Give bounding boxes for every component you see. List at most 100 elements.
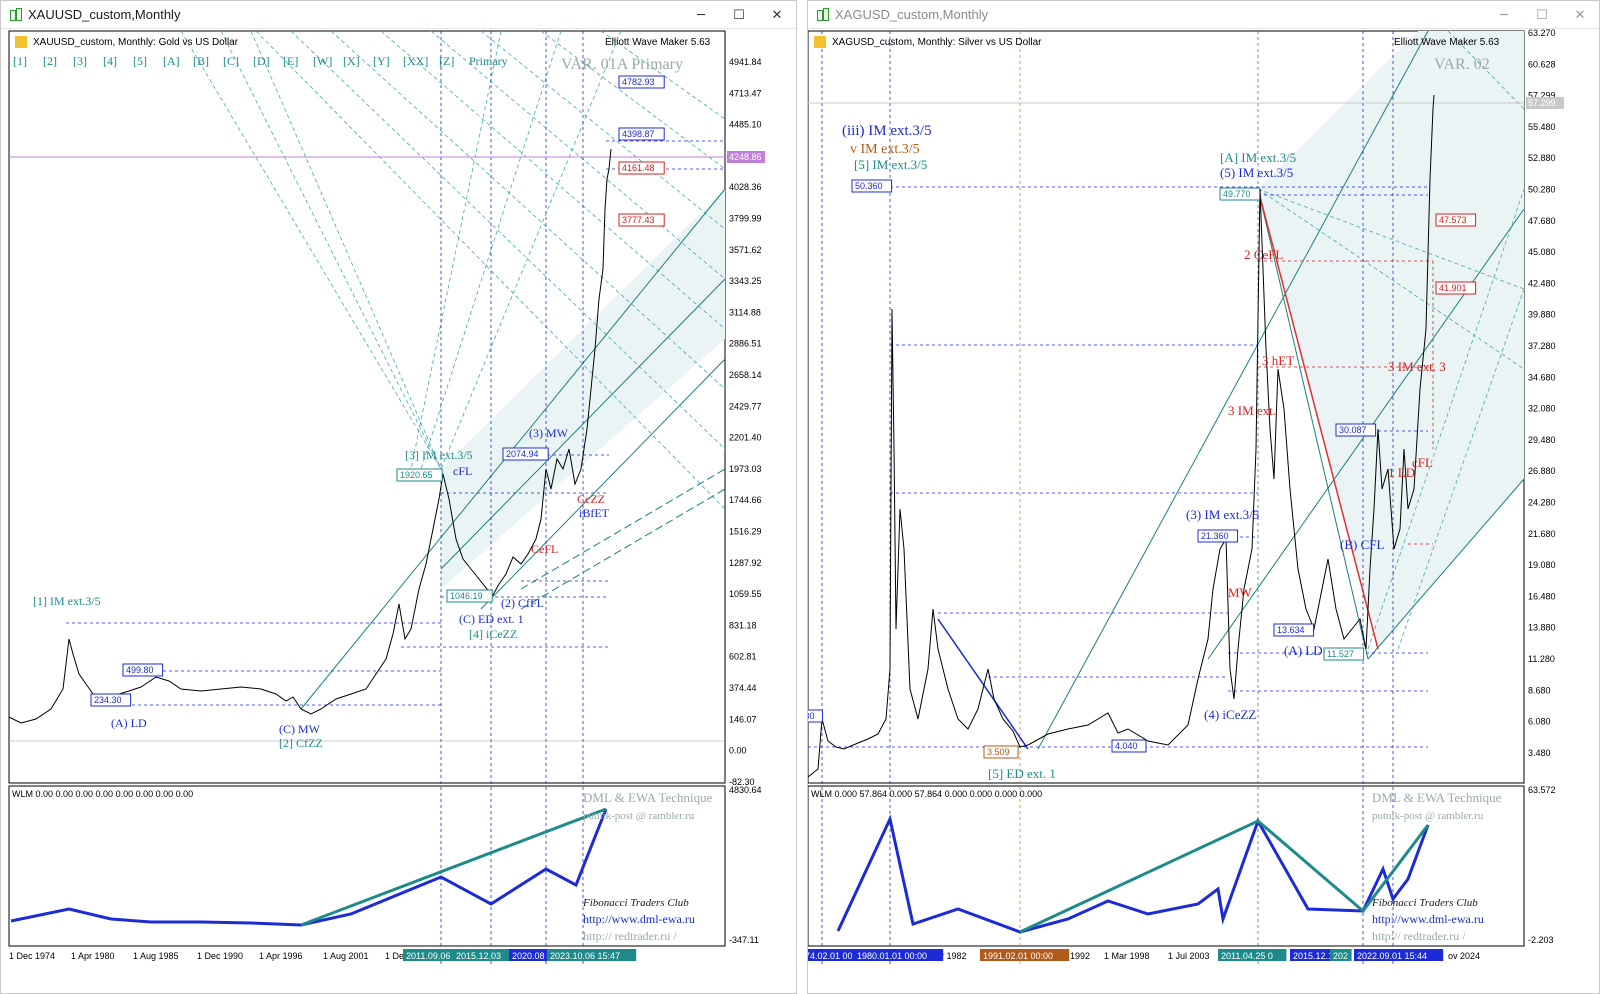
time-axis: 1 Dec 1974 1 Apr 1980 1 Aug 1985 1 Dec 1990… [9, 949, 637, 961]
time-highlight-label: 1980.01.01 00:00 [857, 951, 927, 961]
watermark-line: DML & EWA Technique [583, 790, 713, 805]
time-highlight [1218, 949, 1287, 961]
time-highlight [854, 949, 944, 961]
time-tick-label: 1 Jul 2003 [1168, 951, 1210, 961]
time-tick-label: 1 Mar 1998 [1104, 951, 1150, 961]
price-tick-label: 34.680 [1528, 372, 1556, 382]
price-tick-label: 32.080 [1528, 404, 1556, 414]
wave-label: iBfET [579, 506, 610, 520]
variant-title: VAR. 02 [1434, 56, 1490, 73]
degree-button[interactable]: [E] [283, 54, 298, 68]
maximize-button[interactable]: ☐ [733, 7, 745, 23]
degree-button[interactable]: [1] [13, 54, 27, 68]
price-tick-label: 4485.10 [729, 120, 762, 130]
degree-button[interactable]: Primary [469, 54, 508, 68]
wave-label: [5] ED ext. 1 [988, 766, 1056, 781]
minimize-button[interactable]: ─ [697, 7, 705, 23]
price-box-label: 3.509 [987, 747, 1010, 757]
time-highlight [403, 949, 461, 961]
price-box-label: 47.573 [1439, 215, 1467, 225]
minimize-button[interactable]: ─ [1500, 7, 1508, 23]
time-highlight-label: 1974.02.01 00 [808, 951, 853, 961]
degree-button[interactable]: [X] [343, 54, 360, 68]
degree-button[interactable]: [XX] [403, 54, 428, 68]
window-title: XAUUSD_custom,Monthly [28, 7, 181, 22]
degree-button[interactable]: [C] [223, 54, 239, 68]
price-axis: 63.270 60.628 57.299 55.480 52.880 50.280 47.6… [1528, 29, 1556, 758]
wave-label: [2] CfZZ [279, 736, 323, 750]
watermark-line: putnik-post @ rambler.ru [1372, 810, 1484, 822]
wlm-line [836, 814, 1430, 934]
time-axis: lar 1982 ov 1992 1 Mar 1998 1 Jul 2003 ov 20… [808, 949, 1480, 961]
indicator-name: Elliott Wave Maker 5.63 [605, 37, 711, 48]
degree-button[interactable]: [3] [73, 54, 87, 68]
price-tick-label: 1059.55 [729, 589, 762, 599]
watermark-line: http:// redtrader.ru / [583, 929, 677, 943]
fibonacci-fan [180, 30, 726, 510]
time-highlight [980, 949, 1070, 961]
price-tick-label: 3114.88 [729, 307, 761, 317]
price-boxes: 4782.93 4398.87 4161.48 3777.43 2074.94 1920.… [90, 75, 665, 707]
degree-button[interactable]: [2] [43, 54, 57, 68]
degree-button[interactable]: [D] [253, 54, 270, 68]
price-tick-label: 50.280 [1528, 185, 1556, 195]
degree-button[interactable]: [W] [313, 54, 332, 68]
degree-button[interactable]: [Z] [439, 54, 454, 68]
xagusd-titlebar[interactable]: XAGUSD_custom,Monthly ─ ☐ ✕ [808, 1, 1599, 29]
price-tick-label: 4713.47 [729, 88, 762, 98]
price-tick-label: 39.880 [1528, 310, 1556, 320]
price-box-label: 11.527 [1327, 649, 1354, 659]
price-box [1111, 739, 1147, 753]
xagusd-chart-window[interactable]: XAGUSD_custom,Monthly ─ ☐ ✕ [807, 0, 1600, 994]
red-trend-line [1257, 188, 1379, 650]
price-box [1435, 213, 1477, 227]
degree-button[interactable]: [5] [133, 54, 147, 68]
price-box-label: 30.087 [1339, 425, 1367, 435]
indicator-max: 63.572 [1528, 785, 1556, 795]
wave-label: CeFL [531, 542, 558, 556]
maximize-button[interactable]: ☐ [1536, 7, 1548, 23]
chart-app-icon [816, 8, 829, 21]
xagusd-chart[interactable]: (iii) IM ext.3/5 v IM ext.3/5 [5] IM ext… [808, 29, 1600, 994]
time-tick-label: 1 De [385, 951, 404, 961]
price-box [618, 127, 665, 141]
time-highlight-label: 2015.12.14 [1293, 951, 1338, 961]
degree-button[interactable]: [B] [193, 54, 209, 68]
time-tick-label: 1 Dec 1990 [197, 951, 243, 961]
chart-app-icon [9, 8, 22, 21]
time-tick-label: ov 1992 [1058, 951, 1090, 961]
price-box [446, 589, 493, 603]
wave-label: 1 LD [1388, 465, 1415, 480]
price-levels [808, 186, 1428, 748]
time-highlight-label: 202 [1333, 951, 1348, 961]
price-tick-label: 55.480 [1528, 122, 1556, 132]
time-tick-label: 1 Apr 1980 [71, 951, 115, 961]
watermark: DML & EWA Technique putnik-post @ rambler… [582, 790, 713, 943]
price-tick-label: 16.480 [1528, 591, 1556, 601]
price-tick-label: 8.680 [1528, 685, 1551, 695]
indicator-name: Elliott Wave Maker 5.63 [1394, 37, 1500, 48]
price-box-label: 21.360 [1201, 531, 1229, 541]
xauusd-chart-window[interactable]: XAUUSD_custom,Monthly ─ ☐ ✕ [0, 0, 797, 994]
wave-label: [5] IM ext.3/5 [854, 157, 927, 172]
xauusd-chart[interactable]: [1] IM ext.3/5 [3] IM ext.3/5 (3) MW (C)… [1, 29, 797, 994]
price-tick-label: 52.880 [1528, 153, 1556, 163]
xauusd-titlebar[interactable]: XAUUSD_custom,Monthly ─ ☐ ✕ [1, 1, 796, 29]
price-tick-label: 602.81 [729, 652, 757, 662]
price-box-label: 13.634 [1277, 625, 1305, 635]
degree-button[interactable]: [4] [103, 54, 117, 68]
price-box-label: 1920.65 [400, 470, 433, 480]
degree-button[interactable]: [Y] [373, 54, 390, 68]
price-tick-label: 24.280 [1528, 498, 1556, 508]
wave-label: (A) LD [1284, 643, 1323, 658]
close-button[interactable]: ✕ [771, 7, 783, 23]
price-tick-label: 831.18 [729, 620, 757, 630]
degree-button[interactable]: [A] [163, 54, 180, 68]
price-box-label: 2074.94 [506, 449, 539, 459]
expert-icon [814, 36, 826, 48]
close-button[interactable]: ✕ [1574, 7, 1586, 23]
watermark-line: http://www.dml-ewa.ru [583, 912, 695, 926]
time-tick-label: 1 Apr 1996 [259, 951, 303, 961]
time-highlight [808, 949, 866, 961]
wave-label: 3 IM ext. 3 [1388, 359, 1446, 374]
